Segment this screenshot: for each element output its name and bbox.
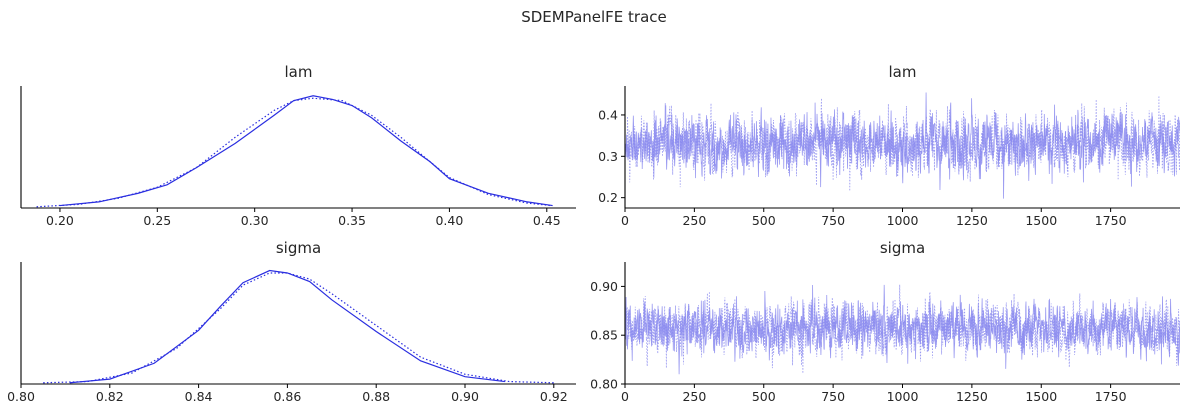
sigma-trace-x-tick-label: 1500 xyxy=(1025,389,1057,404)
sigma-kde-data xyxy=(43,269,554,384)
sigma-trace-x-tick-label: 500 xyxy=(752,389,776,404)
lam-trace-title: lam xyxy=(889,63,917,81)
lam-trace-x-tick-label: 750 xyxy=(821,213,845,228)
sigma-kde-x-tick-label: 0.82 xyxy=(96,389,124,404)
lam-kde-series-dotted xyxy=(36,97,551,208)
sigma-kde-x-tick-label: 0.88 xyxy=(362,389,390,404)
lam-kde-series-solid xyxy=(59,95,553,207)
sigma-kde-series-dotted xyxy=(43,272,554,384)
lam-kde-panel: lam 0.20 0.25 0.30 0.35 0.40 0.45 xyxy=(20,63,576,228)
sigma-trace-x-tick-label: 250 xyxy=(682,389,706,404)
sigma-trace-x-tick-label: 1750 xyxy=(1095,389,1127,404)
lam-trace-x-tick-label: 0 xyxy=(621,213,629,228)
lam-trace-x-tick-label: 1000 xyxy=(887,213,919,228)
sigma-trace-y-tick-label: 0.90 xyxy=(590,279,618,294)
sigma-kde-x-tick-label: 0.86 xyxy=(273,389,301,404)
sigma-trace-data xyxy=(625,284,1180,375)
lam-trace-x-tick-label: 500 xyxy=(752,213,776,228)
lam-trace-x-tick-label: 250 xyxy=(682,213,706,228)
sigma-trace-panel: sigma 0 250 500 750 1000 1250 1500 1750 0.80 0.85 0… xyxy=(590,239,1180,404)
sigma-trace-chain-solid xyxy=(625,284,1180,375)
lam-trace-y-tick-label: 0.2 xyxy=(598,190,618,205)
sigma-kde-series-solid xyxy=(69,269,506,384)
sigma-trace-y-tick-label: 0.80 xyxy=(590,377,618,392)
sigma-kde-panel: sigma 0.80 0.82 0.84 0.86 0.88 0.90 0.92 xyxy=(7,239,576,404)
lam-kde-x-tick-label: 0.30 xyxy=(241,213,269,228)
sigma-trace-x-tick-label: 1000 xyxy=(887,389,919,404)
sigma-trace-x-tick-label: 750 xyxy=(821,389,845,404)
lam-trace-data xyxy=(625,92,1180,199)
figure-suptitle: SDEMPanelFE trace xyxy=(521,8,667,26)
lam-kde-x-tick-label: 0.35 xyxy=(338,213,366,228)
sigma-kde-x-tick-label: 0.90 xyxy=(451,389,479,404)
lam-trace-chain-dotted xyxy=(625,95,1180,192)
sigma-trace-title: sigma xyxy=(880,239,925,257)
sigma-kde-x-tick-label: 0.92 xyxy=(540,389,568,404)
lam-kde-data xyxy=(36,95,553,208)
lam-kde-title: lam xyxy=(285,63,313,81)
lam-trace-panel: lam 0 250 500 750 1000 1250 1500 1750 0.2 0.3 0.4 xyxy=(598,63,1180,228)
lam-trace-x-tick-label: 1250 xyxy=(956,213,988,228)
sigma-trace-x-tick-label: 0 xyxy=(621,389,629,404)
sigma-trace-y-tick-label: 0.85 xyxy=(590,328,618,343)
lam-trace-x-tick-label: 1500 xyxy=(1025,213,1057,228)
lam-kde-x-tick-label: 0.40 xyxy=(435,213,463,228)
lam-kde-x-tick-label: 0.25 xyxy=(143,213,171,228)
lam-trace-y-tick-label: 0.3 xyxy=(598,149,618,164)
lam-trace-y-tick-label: 0.4 xyxy=(598,107,618,122)
sigma-trace-x-tick-label: 1250 xyxy=(956,389,988,404)
sigma-kde-x-tick-label: 0.80 xyxy=(7,389,35,404)
lam-kde-x-tick-label: 0.20 xyxy=(46,213,74,228)
lam-kde-x-tick-label: 0.45 xyxy=(533,213,561,228)
sigma-trace-chain-dotted xyxy=(625,284,1180,374)
sigma-kde-x-tick-label: 0.84 xyxy=(185,389,213,404)
sigma-kde-title: sigma xyxy=(276,239,321,257)
lam-trace-x-tick-label: 1750 xyxy=(1095,213,1127,228)
